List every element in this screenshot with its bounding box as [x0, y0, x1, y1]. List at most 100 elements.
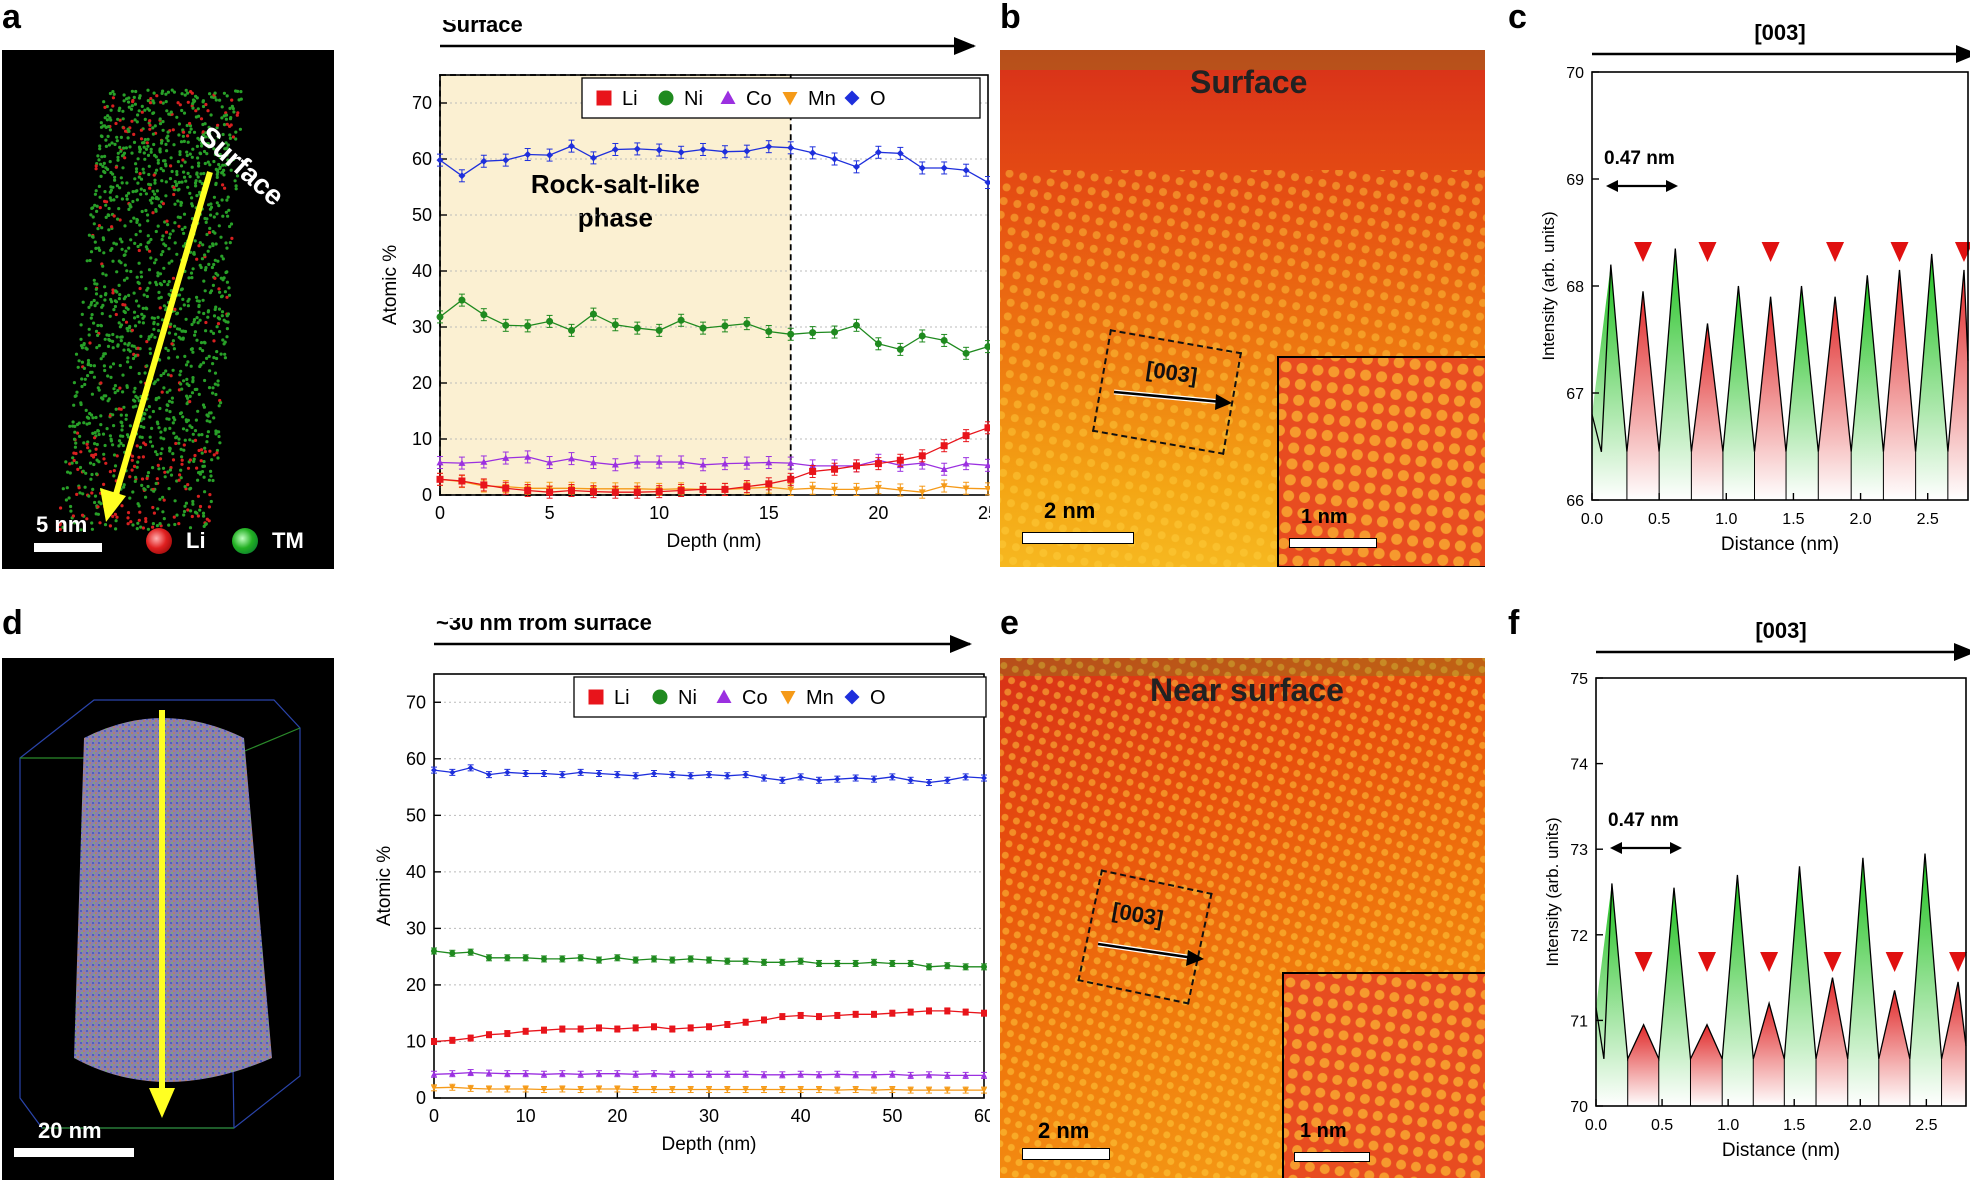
atom-dot [119, 407, 123, 411]
o-marker [816, 777, 822, 784]
y-tick-label: 68 [1566, 279, 1584, 296]
atom-dot [119, 420, 123, 424]
atom-dot [164, 346, 168, 350]
atom-dot [152, 322, 156, 326]
ni-marker [743, 320, 751, 328]
mn-marker [559, 1086, 566, 1092]
atom-dot [169, 164, 173, 168]
atom-dot [116, 344, 120, 348]
atom-dot [179, 468, 183, 472]
atom-dot [103, 298, 107, 302]
atom-dot [171, 339, 175, 343]
y-tick-label: 67 [1566, 386, 1584, 403]
atom-dot [204, 522, 208, 526]
atom-dot [164, 369, 168, 373]
ni-marker [962, 963, 969, 970]
co-marker [962, 460, 970, 467]
atom-dot [84, 408, 88, 412]
atom-dot [122, 297, 126, 301]
atom-dot [227, 286, 231, 290]
mn-marker [940, 483, 948, 490]
atom-dot [225, 94, 229, 98]
atom-dot [211, 478, 215, 483]
legend-label-o: O [870, 687, 886, 709]
ni-marker [651, 955, 657, 962]
atom-dot [185, 428, 189, 432]
atom-dot [99, 125, 104, 129]
atom-dot [113, 142, 117, 146]
atom-dot [182, 509, 187, 514]
atom-dot [91, 206, 95, 210]
atom-dot [238, 127, 242, 131]
atom-dot [211, 242, 215, 246]
atom-dot [215, 212, 219, 216]
atom-dot [76, 467, 80, 471]
o-marker [944, 777, 951, 784]
atom-dot [121, 166, 125, 170]
atom-dot [131, 523, 135, 527]
o-marker [889, 773, 896, 780]
green-peak-area [1909, 853, 1942, 1106]
atom-dot [221, 163, 225, 167]
atom-dot [209, 499, 213, 504]
atom-dot [220, 314, 224, 318]
atom-dot [201, 141, 205, 145]
atom-dot [98, 521, 102, 525]
li-marker [596, 90, 612, 106]
atom-dot [222, 123, 227, 127]
ni-marker [852, 321, 860, 329]
atom-dot [213, 276, 217, 280]
atom-dot [80, 312, 84, 316]
atom-dot [182, 379, 186, 383]
atom-dot [170, 400, 174, 404]
atom-dot [193, 99, 197, 103]
atom-dot [146, 471, 151, 475]
li-marker [486, 1031, 492, 1038]
o-marker [651, 770, 657, 777]
atom-dot [107, 397, 111, 401]
y-tick-label: 70 [412, 93, 432, 113]
atom-dot [147, 108, 151, 112]
atom-dot [175, 513, 179, 517]
o-marker [834, 776, 841, 783]
li-marker [699, 485, 707, 493]
atom-dot [80, 384, 84, 389]
atom-dot [102, 457, 106, 461]
atom-dot [201, 122, 205, 127]
atom-dot [186, 360, 190, 364]
atom-dot [212, 147, 216, 151]
o-marker [743, 147, 751, 155]
atom-dot [146, 153, 151, 157]
atom-dot [183, 354, 187, 358]
atom-dot [118, 386, 122, 390]
atom-dot [143, 157, 147, 161]
atom-dot [188, 152, 192, 156]
atom-dot [117, 207, 121, 211]
o-marker [962, 773, 969, 780]
atom-dot [129, 269, 133, 274]
atom-dot [213, 371, 218, 375]
inset-lattice [1284, 974, 1485, 1178]
atom-dot [216, 259, 220, 263]
li-marker [765, 480, 773, 488]
atom-dot [181, 329, 185, 333]
intensity-chart-bottom: [003]0.0 0.5 1.0 1.5 2.0 2.5707172737475Dista… [1543, 618, 1970, 1161]
li-marker [588, 689, 604, 705]
atom-dot [152, 511, 156, 515]
li-marker [504, 1030, 511, 1037]
atom-dot [231, 135, 235, 139]
apt-tip-volume [74, 718, 272, 1082]
atom-dot [135, 465, 139, 469]
atom-dot [89, 303, 93, 307]
atom-dot [173, 221, 177, 225]
atom-dot [114, 242, 118, 246]
atom-dot [184, 88, 188, 92]
atom-dot [147, 240, 151, 244]
red-peak-area [1691, 323, 1723, 500]
chart-title: Surface [442, 20, 523, 37]
atom-dot [140, 110, 144, 114]
atom-dot [96, 429, 100, 433]
atom-dot [195, 299, 199, 303]
atom-dot [200, 433, 204, 437]
atom-dot [237, 98, 241, 102]
